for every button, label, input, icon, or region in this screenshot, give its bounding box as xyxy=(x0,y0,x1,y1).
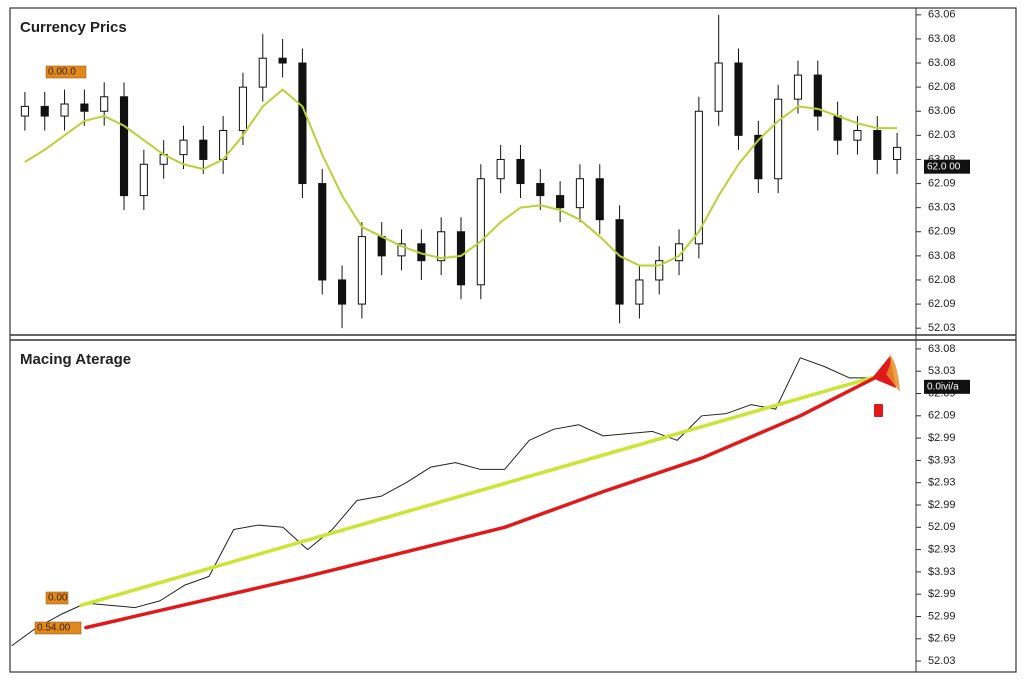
y-tick-label: 52.99 xyxy=(928,610,956,622)
marker xyxy=(874,404,883,417)
y-tick-label: 63.06 xyxy=(928,9,956,21)
candle-body xyxy=(853,130,862,141)
candle-body xyxy=(536,183,545,197)
candle-body xyxy=(516,158,525,185)
price-box xyxy=(924,379,970,394)
price-tag xyxy=(34,621,82,635)
price-tag xyxy=(45,591,69,605)
candle-body xyxy=(734,62,743,136)
candle-body xyxy=(40,105,49,117)
candle-body xyxy=(397,243,406,257)
candle-body xyxy=(793,74,803,100)
candle-body xyxy=(575,178,585,209)
price-box-label: 0.0ivi/a xyxy=(927,381,959,392)
y-tick-label: 62.09 xyxy=(928,410,956,422)
price-box xyxy=(924,159,970,174)
series-line xyxy=(11,357,875,646)
y-tick-label: $2.93 xyxy=(928,477,956,489)
candle-body xyxy=(238,86,248,132)
candle-body xyxy=(556,195,565,209)
arrow-flare xyxy=(886,352,900,392)
series-line xyxy=(84,373,881,630)
y-tick-label: 63.08 xyxy=(928,343,956,355)
candle-body xyxy=(377,236,386,257)
candle-body xyxy=(20,105,29,117)
moving-average-line xyxy=(24,88,898,267)
candle-body xyxy=(258,57,267,88)
candle-body xyxy=(635,279,644,305)
y-tick-label: $2.93 xyxy=(928,544,956,556)
candle-body xyxy=(437,231,446,262)
price-tag-label: 0.00.0 xyxy=(48,67,76,78)
y-tick-label: 62.08 xyxy=(928,274,956,286)
candle-body xyxy=(893,146,902,160)
candle-body xyxy=(318,183,327,281)
arrow-head xyxy=(872,356,896,388)
candle-body xyxy=(615,219,624,305)
candle-body xyxy=(694,110,703,245)
y-tick-label: $2.99 xyxy=(928,588,956,600)
candle-body xyxy=(119,96,129,197)
y-tick-label: 62.03 xyxy=(928,129,956,141)
candle-body xyxy=(278,57,287,64)
y-tick-label: $2.99 xyxy=(928,499,956,511)
y-tick-label: 63.08 xyxy=(928,250,956,262)
y-tick-label: 63.03 xyxy=(928,202,956,214)
y-tick-label: 62.08 xyxy=(928,81,956,93)
y-tick-label: $3.93 xyxy=(928,566,956,578)
y-tick-label: $2.99 xyxy=(928,432,956,444)
series-line xyxy=(79,373,881,608)
candle-body xyxy=(199,139,208,160)
candle-body xyxy=(754,134,763,180)
price-tag-label: 0.54.00 xyxy=(37,623,71,634)
candle-body xyxy=(774,98,783,180)
candle-body xyxy=(357,236,366,305)
candle-body xyxy=(496,158,505,180)
candle-body xyxy=(337,279,347,305)
price-tag xyxy=(45,65,87,79)
candle-body xyxy=(456,231,466,286)
y-tick-label: 62.09 xyxy=(928,226,956,238)
candle-body xyxy=(813,74,822,117)
y-tick-label: 63.06 xyxy=(928,105,956,117)
chart-title: Macing Aterage xyxy=(20,351,131,368)
candle-body xyxy=(80,103,89,112)
y-tick-label: 52.03 xyxy=(928,322,956,334)
y-tick-label: 63.08 xyxy=(928,33,956,45)
candle-body xyxy=(179,139,188,156)
price-box-label: 62.0 00 xyxy=(927,161,961,172)
candle-body xyxy=(595,178,604,221)
y-tick-label: $3.93 xyxy=(928,454,956,466)
y-tick-label: 62.09 xyxy=(928,298,956,310)
candle-body xyxy=(714,62,723,112)
chart-title: Currency Prics xyxy=(20,19,127,36)
candle-body xyxy=(298,62,307,185)
y-tick-label: 52.09 xyxy=(928,521,956,533)
candle-body xyxy=(476,178,485,286)
y-tick-label: 63.08 xyxy=(928,57,956,69)
y-tick-label: 52.03 xyxy=(928,655,956,667)
candle-body xyxy=(655,260,664,281)
candle-body xyxy=(100,96,109,112)
y-tick-label: $2.69 xyxy=(928,633,956,645)
y-tick-label: 62.09 xyxy=(928,177,956,189)
candle-body xyxy=(833,115,842,141)
y-tick-label: 53.03 xyxy=(928,365,956,377)
candle-body xyxy=(873,130,882,160)
candle-body xyxy=(60,103,69,117)
candle-body xyxy=(139,163,148,197)
price-tag-label: 0.00 xyxy=(48,593,68,604)
